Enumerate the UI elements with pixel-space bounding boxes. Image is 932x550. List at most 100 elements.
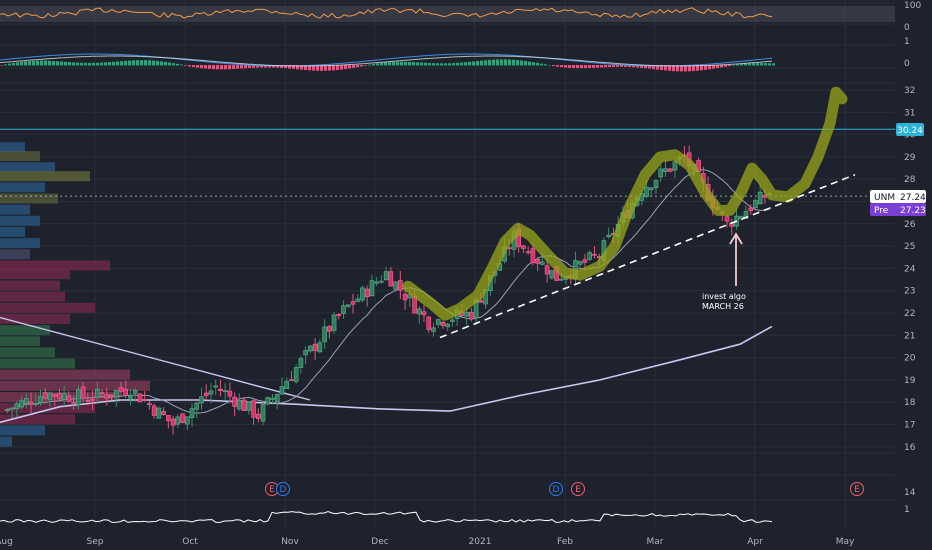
macd-bar [72,62,75,66]
candle-body [194,402,200,410]
candle-body [180,413,185,423]
macd-bar [64,61,67,66]
event-marker[interactable]: D [276,482,290,496]
macd-bar [668,65,671,71]
macd-bar [464,62,467,66]
candle-body [274,394,280,402]
macd-bar [360,65,363,67]
macd-bar [748,63,751,66]
month-label: Nov [281,537,299,547]
macd-bar [396,61,399,66]
macd-bar [556,65,559,67]
macd-bar [204,65,207,69]
macd-bar [88,62,91,66]
candle-body [407,294,413,299]
candle-body [331,314,337,331]
grid-lines [0,0,895,528]
price-tick-label: 23 [904,287,915,297]
candle-body [345,304,351,307]
candle-body [24,398,29,404]
event-marker[interactable]: D [549,482,563,496]
macd-bar [252,65,255,68]
macd-bar [36,60,39,66]
macd-bar [508,59,511,66]
candle-body [76,389,81,405]
macd-bar [516,60,519,66]
volume-profile-bar [0,193,58,204]
macd-bar [376,63,379,66]
candle-body [14,403,20,410]
volume-profile-bar [0,249,30,260]
candle-body [748,207,753,212]
candle-body [213,385,218,388]
macd-bar [408,61,411,66]
indicator-tick-label: 0 [904,59,910,69]
event-label: E [575,485,581,495]
macd-bar [480,60,483,66]
candle-body [421,311,427,316]
candle-body [293,367,299,382]
fast-moving-average [7,169,770,414]
macd-bar [32,60,35,66]
macd-bar [644,65,647,69]
volume-profile-bar [0,182,45,193]
candle-body [450,319,455,322]
month-label: Oct [182,537,198,547]
macd-bar [744,63,747,66]
month-label: Mar [647,537,664,547]
price-tick-label: 16 [904,443,916,453]
macd-bar [324,65,327,71]
macd-bar [612,65,615,67]
event-marker[interactable]: E [571,482,585,496]
macd-bar [580,65,583,69]
candle-body [383,271,389,281]
candle-body [398,280,403,291]
candle-body [128,395,133,399]
price-panel: invest algo MARCH 26 [0,86,895,447]
macd-bar [552,65,555,67]
candle-body [341,305,346,314]
candle-body [435,319,441,325]
macd-bar [400,61,403,66]
macd-bar [536,62,539,66]
event-marker[interactable]: E [850,482,864,496]
month-label: Sep [87,537,104,547]
candle-body [336,314,342,316]
candle-body [237,399,242,410]
macd-bar [544,64,547,66]
candle-body [147,403,152,406]
candle-body [166,415,171,422]
candle-body [203,392,209,396]
candle-body [606,234,611,238]
macd-bar [84,62,87,66]
macd-bar [304,65,307,71]
macd-bar [736,64,739,66]
candle-body [57,393,62,400]
candle-body [142,399,147,401]
volume-profile-bar [0,336,40,347]
macd-bar [176,63,179,66]
macd-bar [756,63,759,66]
event-label: E [854,485,860,495]
volume-profile-bar [0,142,25,153]
volume-profile-bar [0,325,50,336]
macd-bar [704,65,707,70]
macd-bar [0,65,3,66]
slow-moving-average [0,325,773,424]
macd-bar [700,65,703,71]
candle-body [521,245,526,249]
volume-profile-bar [0,238,40,249]
candle-body [312,343,318,351]
candle-body [222,390,228,392]
macd-bar [380,62,383,66]
price-tick-label: 22 [904,309,915,319]
time-axis[interactable]: Aug Sep Oct Nov Dec 2021 Feb Mar Apr May [0,537,855,547]
macd-bar [636,65,639,68]
macd-bar [356,65,359,68]
candle-body [431,327,436,332]
month-label: Feb [557,537,573,547]
macd-bar [608,65,611,68]
macd-bar [596,65,599,68]
candle-body [33,402,39,406]
